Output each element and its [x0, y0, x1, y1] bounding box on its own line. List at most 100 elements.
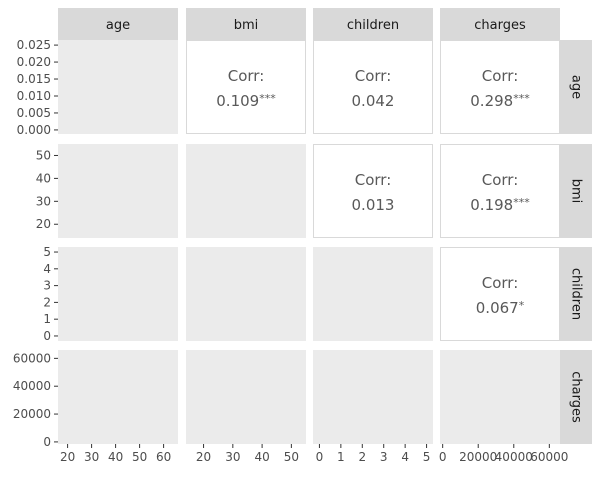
x-tick-label: 40	[108, 450, 123, 464]
corr-value: 0.067*	[476, 299, 525, 317]
y-tick-label: 0.000	[17, 123, 51, 137]
x-tick-label: 60000	[530, 450, 568, 464]
y-tick-label: 0.015	[17, 72, 51, 86]
strip-top-label-charges: charges	[474, 18, 526, 33]
scatter-panel-bg	[58, 247, 178, 341]
panel-layer: Corr:0.109***Corr:0.042Corr:0.298***Corr…	[58, 40, 560, 444]
density-panel-bg	[313, 247, 433, 341]
y-tick-label: 2	[43, 295, 51, 309]
density-panel-bg	[58, 40, 178, 134]
strip-right-label-age: age	[569, 75, 584, 99]
y-tick-label: 60000	[13, 351, 51, 365]
corr-panel-border	[186, 40, 306, 134]
corr-value: 0.013	[352, 196, 395, 214]
x-tick-label: 30	[84, 450, 99, 464]
x-tick-label: 20000	[459, 450, 497, 464]
strip-right-bg-children	[560, 247, 592, 341]
corr-panel-children-charges: Corr: 0.067*	[440, 247, 560, 341]
corr-panel-border	[313, 40, 433, 134]
strip-right-bg-charges	[560, 350, 592, 444]
x-tick-label: 0	[439, 450, 447, 464]
x-tick-label: 0	[316, 450, 324, 464]
corr-label: Corr:	[228, 67, 265, 85]
corr-number: 0.042	[352, 92, 395, 110]
x-tick-label: 50	[284, 450, 299, 464]
y-tick-label: 0.020	[17, 55, 51, 69]
corr-stars: ***	[513, 92, 530, 105]
x-tick-label: 2	[358, 450, 366, 464]
y-tick-label: 0.010	[17, 89, 51, 103]
y-tick-label: 50	[36, 148, 51, 162]
x-tick-label: 30	[225, 450, 240, 464]
corr-panel-age-bmi: Corr: 0.109***	[186, 40, 306, 134]
scatter-panel-bg	[313, 350, 433, 444]
strip-top-label-bmi: bmi	[234, 18, 259, 33]
strip-right-label-charges: charges	[569, 371, 584, 423]
density-panel-bg	[440, 350, 560, 444]
y-tick-label: 20	[36, 217, 51, 231]
corr-panel-border	[440, 247, 560, 341]
x-tick-label: 4	[401, 450, 409, 464]
y-tick-label: 1	[43, 312, 51, 326]
x-tick-label: 3	[380, 450, 388, 464]
y-tick-label: 0.025	[17, 38, 51, 52]
corr-panel-border	[313, 144, 433, 238]
corr-number: 0.067	[476, 299, 519, 317]
corr-panel-age-children: Corr: 0.042	[313, 40, 433, 134]
corr-stars: ***	[513, 196, 530, 209]
corr-value: 0.198***	[470, 196, 530, 214]
strip-right-bg-bmi	[560, 144, 592, 238]
strip-top-bg-age	[58, 8, 178, 40]
strip-right-label-children: children	[569, 268, 584, 320]
x-tick-label: 5	[423, 450, 431, 464]
x-tick-label: 60	[156, 450, 171, 464]
corr-panel-bmi-charges: Corr: 0.198***	[440, 144, 560, 238]
y-tick-label: 40000	[13, 379, 51, 393]
y-tick-label: 30	[36, 194, 51, 208]
y-tick-label: 4	[43, 262, 51, 276]
strip-top-bg-charges	[440, 8, 560, 40]
strip-layer: age bmi children charges age bmi children charg…	[58, 8, 592, 444]
corr-label: Corr:	[355, 171, 392, 189]
scatter-panel-bg	[58, 144, 178, 238]
corr-value: 0.042	[352, 92, 395, 110]
y-tick-label: 0	[43, 435, 51, 449]
corr-panel-bmi-children: Corr: 0.013	[313, 144, 433, 238]
x-tick-label: 20	[60, 450, 75, 464]
strip-right-label-bmi: bmi	[569, 179, 584, 204]
corr-label: Corr:	[482, 171, 519, 189]
corr-number: 0.013	[352, 196, 395, 214]
axis-layer: 20 30 40 50 60 20 30 40 50 0 1 2 3 4 5 0 200004000060000…	[13, 38, 569, 464]
y-tick-label: 5	[43, 245, 51, 259]
corr-number: 0.109	[216, 92, 259, 110]
corr-panel-border	[440, 144, 560, 238]
density-panel-bg	[186, 144, 306, 238]
x-tick-label: 40000	[495, 450, 533, 464]
strip-top-label-age: age	[106, 18, 130, 33]
corr-value: 0.109***	[216, 92, 276, 110]
corr-panel-border	[440, 40, 560, 134]
corr-panel-age-charges: Corr: 0.298***	[440, 40, 560, 134]
scatter-panel-bg	[186, 350, 306, 444]
strip-top-bg-bmi	[186, 8, 306, 40]
x-tick-label: 50	[132, 450, 147, 464]
strip-top-bg-children	[313, 8, 433, 40]
corr-stars: *	[519, 299, 525, 312]
y-tick-label: 0	[43, 329, 51, 343]
x-tick-label: 40	[254, 450, 269, 464]
corr-label: Corr:	[355, 67, 392, 85]
y-tick-label: 40	[36, 171, 51, 185]
scatter-panel-bg	[58, 350, 178, 444]
corr-stars: ***	[259, 92, 276, 105]
scatter-panel-bg	[186, 247, 306, 341]
y-tick-label: 3	[43, 279, 51, 293]
x-tick-label: 20	[196, 450, 211, 464]
y-tick-label: 20000	[13, 407, 51, 421]
corr-value: 0.298***	[470, 92, 530, 110]
corr-label: Corr:	[482, 67, 519, 85]
corr-number: 0.298	[470, 92, 513, 110]
corr-label: Corr:	[482, 274, 519, 292]
x-tick-label: 1	[337, 450, 345, 464]
strip-top-label-children: children	[347, 18, 399, 33]
